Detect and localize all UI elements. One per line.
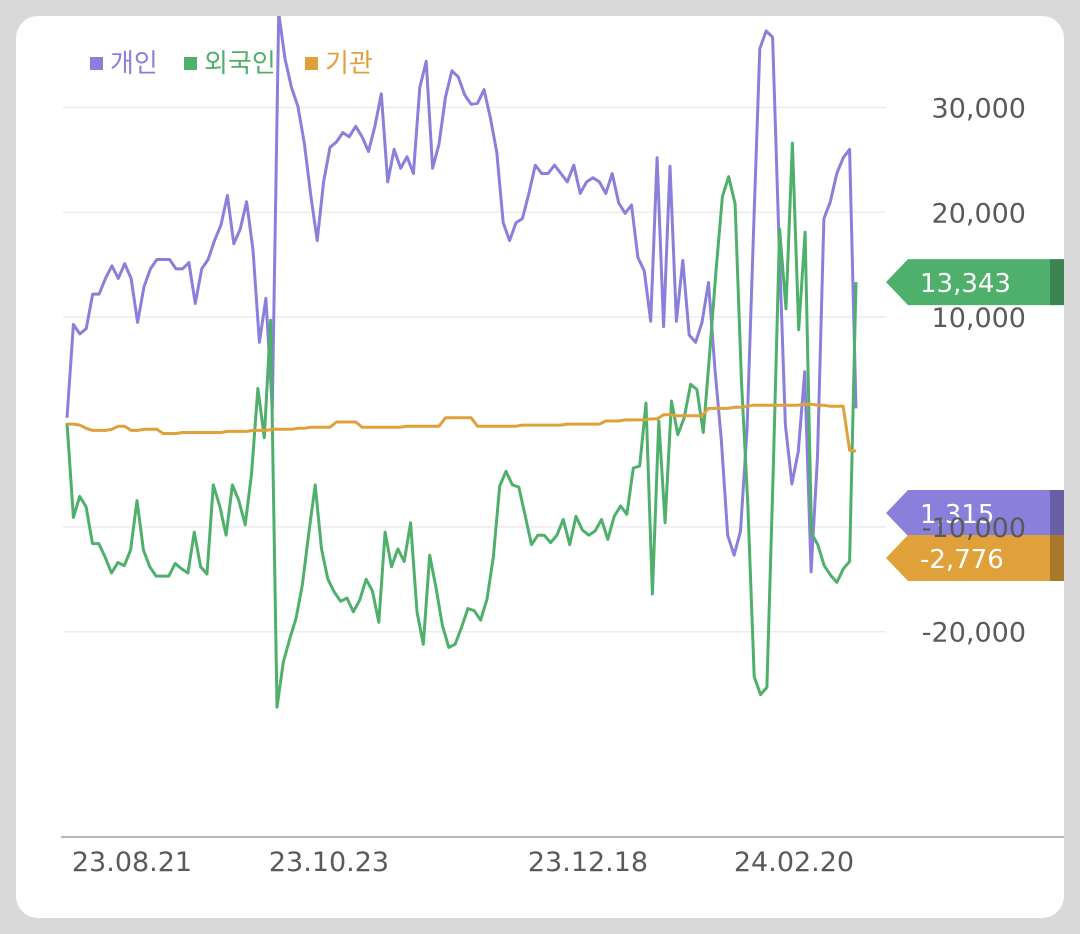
investor-trend-chart: 개인 외국인 기관 1,315 13,343 -2,776 30,000 20,000 10… — [61, 16, 1064, 878]
x-tick-label: 23.10.23 — [269, 847, 389, 878]
legend-label-1: 개인 — [110, 49, 158, 79]
y-tick-label: 20,000 — [932, 198, 1026, 229]
last-value-tag-3 — [886, 535, 1064, 581]
last-value-label-3: -2,776 — [920, 545, 1004, 575]
last-value-tag-2 — [886, 259, 1064, 306]
series-line-2 — [65, 141, 858, 709]
y-tick-label: -20,000 — [922, 618, 1026, 649]
legend-label-2: 외국인 — [204, 49, 276, 79]
legend-label-3: 기관 — [325, 49, 373, 79]
series-line-3 — [67, 402, 857, 453]
tag-edge-1 — [1050, 490, 1064, 536]
tag-edge-2 — [1050, 259, 1064, 306]
last-value-label-2: 13,343 — [920, 269, 1011, 299]
legend-swatch-3 — [305, 57, 318, 70]
chart-card: 개인 외국인 기관 1,315 13,343 -2,776 30,000 20,000 10… — [16, 16, 1064, 918]
series-line-1 — [65, 16, 858, 574]
y-tick-label: 10,000 — [932, 303, 1026, 334]
y-tick-label: 30,000 — [932, 93, 1026, 124]
x-tick-label: 23.08.21 — [72, 847, 192, 878]
tag-edge-3 — [1050, 535, 1064, 581]
y-tick-label: -10,000 — [922, 513, 1026, 544]
x-tick-label: 24.02.20 — [734, 847, 854, 878]
x-tick-label: 23.12.18 — [528, 847, 648, 878]
legend-swatch-2 — [184, 57, 197, 70]
last-value-tag-1 — [886, 490, 1064, 536]
legend-swatch-1 — [90, 57, 103, 70]
last-value-label-1: 1,315 — [920, 500, 994, 530]
